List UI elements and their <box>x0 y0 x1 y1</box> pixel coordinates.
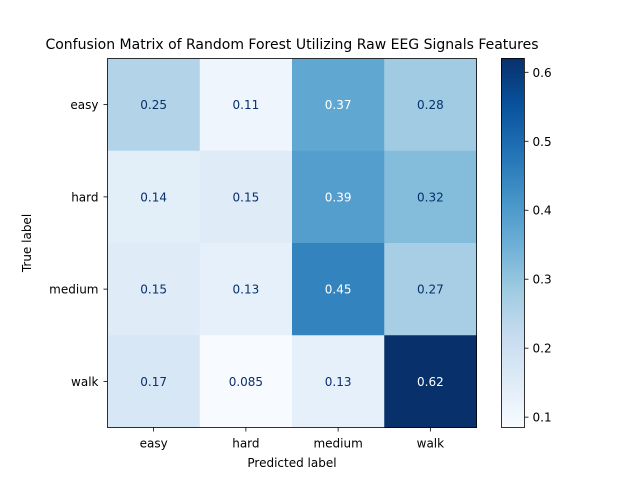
cell-value-label: 0.25 <box>140 98 167 112</box>
heatmap-cell <box>199 58 293 152</box>
heatmap-cell <box>199 150 293 244</box>
heatmap-cells <box>107 58 477 428</box>
heatmap-cell <box>292 335 385 428</box>
heatmap-cell <box>199 243 293 336</box>
x-axis-label: Predicted label <box>247 456 336 470</box>
heatmap-cell-labels: 0.25 0.11 0.37 0.28 0.14 0.15 0.39 0.32 0.15 0.13… <box>140 98 443 389</box>
cell-value-label: 0.39 <box>325 190 352 204</box>
heatmap-cell <box>384 335 477 428</box>
cell-value-label: 0.13 <box>233 283 260 297</box>
heatmap-cell <box>292 150 385 244</box>
cell-value-label: 0.15 <box>233 190 260 204</box>
y-axis-label: True label <box>20 214 34 273</box>
cell-value-label: 0.085 <box>229 375 263 389</box>
y-axis-ticks: easy hard medium walk <box>49 98 108 389</box>
heatmap-cell <box>107 58 201 152</box>
y-tick-label: medium <box>49 283 98 297</box>
cell-value-label: 0.28 <box>417 98 444 112</box>
heatmap-cell <box>292 243 385 336</box>
x-tick-label: medium <box>313 437 362 451</box>
y-tick-label: hard <box>71 190 98 204</box>
cell-value-label: 0.37 <box>325 98 352 112</box>
cell-value-label: 0.14 <box>140 190 167 204</box>
heatmap-cell <box>199 335 293 428</box>
cell-value-label: 0.27 <box>417 283 444 297</box>
colorbar-tick-label: 0.6 <box>533 66 552 80</box>
x-tick-label: easy <box>140 437 168 451</box>
cell-value-label: 0.62 <box>417 375 444 389</box>
colorbar-frame <box>501 58 525 428</box>
cell-value-label: 0.17 <box>140 375 167 389</box>
heatmap-cell <box>107 335 201 428</box>
colorbar <box>501 58 524 427</box>
heatmap-cell <box>292 58 385 152</box>
colorbar-tick-label: 0.3 <box>533 273 552 287</box>
heatmap-cell <box>107 243 201 336</box>
colorbar-tick-label: 0.2 <box>533 342 552 356</box>
cell-value-label: 0.45 <box>325 283 352 297</box>
y-tick-label: walk <box>71 375 99 389</box>
x-tick-label: walk <box>417 437 445 451</box>
colorbar-ticks: 0.1 0.2 0.3 0.4 0.5 0.6 <box>524 66 552 425</box>
cell-value-label: 0.32 <box>417 190 444 204</box>
colorbar-tick-label: 0.1 <box>533 411 552 425</box>
cell-value-label: 0.13 <box>325 375 352 389</box>
plot-frame <box>107 58 477 428</box>
colorbar-tick-label: 0.4 <box>533 204 552 218</box>
cell-value-label: 0.15 <box>140 283 167 297</box>
heatmap-cell <box>384 243 477 336</box>
cell-value-label: 0.11 <box>233 98 260 112</box>
heatmap-cell <box>107 150 201 244</box>
x-axis-ticks: easy hard medium walk <box>140 427 445 451</box>
chart-title: Confusion Matrix of Random Forest Utiliz… <box>45 37 538 53</box>
heatmap-cell <box>384 58 477 152</box>
y-tick-label: easy <box>70 98 98 112</box>
heatmap-cell <box>384 150 477 244</box>
colorbar-tick-label: 0.5 <box>533 135 552 149</box>
x-tick-label: hard <box>232 437 259 451</box>
